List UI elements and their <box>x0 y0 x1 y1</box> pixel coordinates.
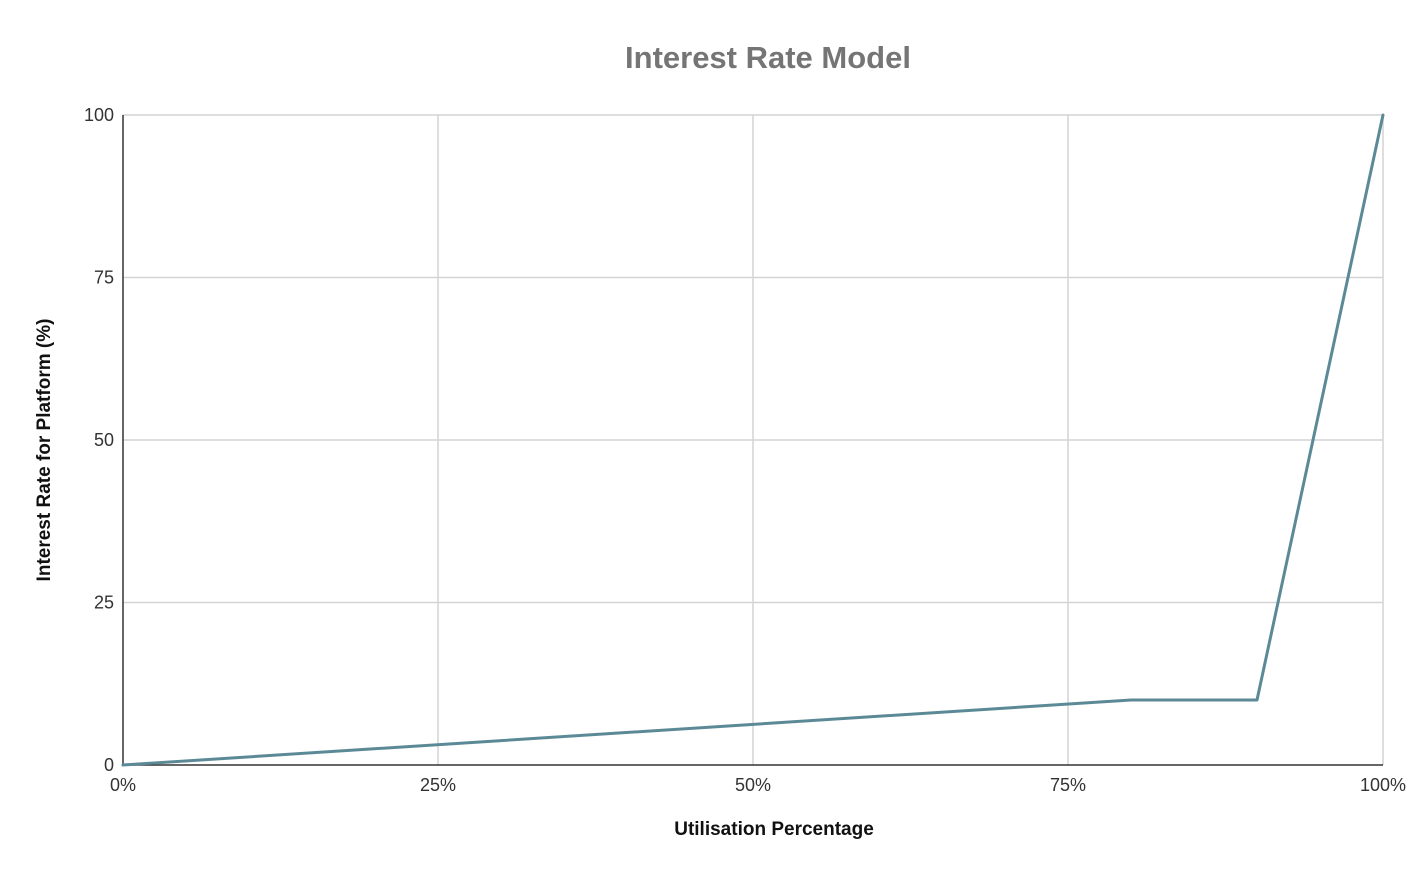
x-axis-title: Utilisation Percentage <box>674 819 874 840</box>
y-tick-label: 50 <box>94 430 114 450</box>
x-tick-label: 50% <box>735 775 771 795</box>
y-tick-label: 0 <box>104 755 114 775</box>
x-tick-label: 25% <box>420 775 456 795</box>
series-layer <box>121 113 1385 767</box>
axes <box>122 115 1383 766</box>
y-tick-label: 100 <box>84 105 114 125</box>
y-axis-title: Interest Rate for Platform (%) <box>34 319 55 582</box>
y-tick-label: 75 <box>94 268 114 288</box>
y-tick-label: 25 <box>94 593 114 613</box>
x-tick-label: 75% <box>1050 775 1086 795</box>
interest-rate-series-line <box>121 113 1385 767</box>
tick-labels: 0 25 50 75 100 0% 25% 50% 75% 100% <box>84 105 1406 795</box>
x-tick-label: 100% <box>1360 775 1406 795</box>
chart-title: Interest Rate Model <box>625 40 911 75</box>
x-tick-label: 0% <box>110 775 136 795</box>
grid-lines <box>123 114 1384 765</box>
